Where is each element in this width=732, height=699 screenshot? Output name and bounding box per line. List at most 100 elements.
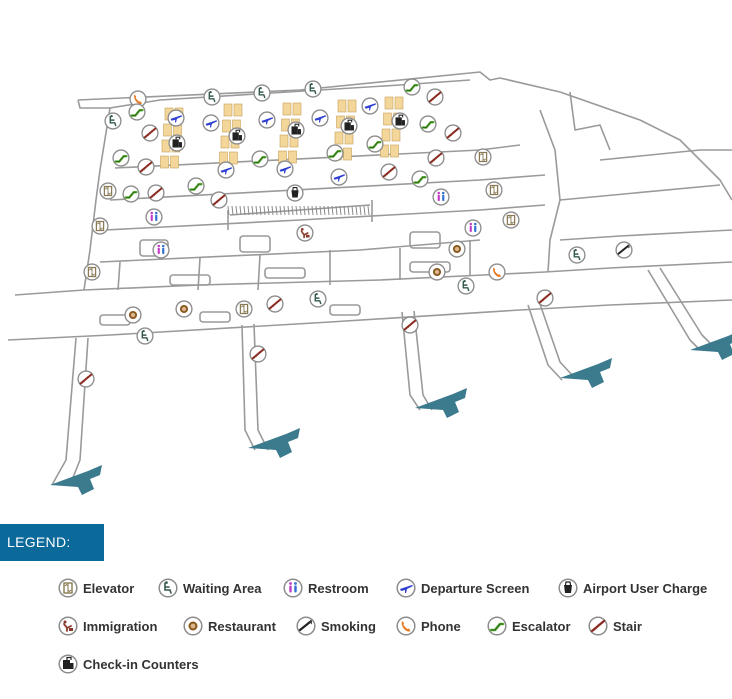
elevator-icon[interactable]: [474, 148, 492, 166]
checkin-icon[interactable]: [228, 127, 246, 145]
immigration-icon[interactable]: [296, 224, 314, 242]
restaurant-icon[interactable]: [428, 263, 446, 281]
smoking-icon: [296, 616, 316, 636]
legend-item-restaurant: Restaurant: [183, 616, 276, 636]
stair-icon[interactable]: [266, 295, 284, 313]
stair-icon[interactable]: [77, 370, 95, 388]
waiting-icon[interactable]: [203, 88, 221, 106]
escalator-icon[interactable]: [326, 144, 344, 162]
smoking-icon[interactable]: [615, 241, 633, 259]
facility-markers: [77, 78, 633, 388]
stair-icon[interactable]: [426, 88, 444, 106]
waiting-area-icon: [158, 578, 178, 598]
jet-bridges: [50, 334, 732, 495]
restroom-icon: [283, 578, 303, 598]
stair-icon: [588, 616, 608, 636]
departure-icon[interactable]: [311, 109, 329, 127]
legend-item-elevator: Elevator: [58, 578, 134, 598]
phone-icon: [396, 616, 416, 636]
legend-item-check-in-counters: Check-in Counters: [58, 654, 199, 674]
stair-icon[interactable]: [401, 316, 419, 334]
restroom-icon[interactable]: [464, 219, 482, 237]
waiting-icon[interactable]: [309, 290, 327, 308]
restroom-icon[interactable]: [152, 241, 170, 259]
departure-icon[interactable]: [167, 109, 185, 127]
terminal-floor-map: [7, 71, 732, 495]
legend-label-stair: Stair: [613, 618, 642, 634]
departure-icon[interactable]: [258, 111, 276, 129]
legend-title: LEGEND:: [0, 524, 104, 561]
stair-icon[interactable]: [249, 345, 267, 363]
elevator-icon[interactable]: [91, 217, 109, 235]
jet-bridge: [415, 388, 467, 418]
escalator-icon[interactable]: [128, 103, 146, 121]
waiting-icon[interactable]: [304, 80, 322, 98]
checkin-icon[interactable]: [168, 134, 186, 152]
stair-icon[interactable]: [536, 289, 554, 307]
elevator-icon: [58, 578, 78, 598]
stair-icon[interactable]: [427, 149, 445, 167]
stair-icon[interactable]: [210, 191, 228, 209]
legend-label-restaurant: Restaurant: [208, 618, 276, 634]
escalator-icon[interactable]: [112, 149, 130, 167]
stair-icon[interactable]: [380, 163, 398, 181]
escalator-icon[interactable]: [366, 135, 384, 153]
elevator-icon[interactable]: [235, 300, 253, 318]
elevator-icon[interactable]: [502, 211, 520, 229]
jet-bridge: [690, 334, 732, 360]
departure-icon[interactable]: [330, 168, 348, 186]
departure-icon[interactable]: [217, 161, 235, 179]
legend-label-restroom: Restroom: [308, 580, 369, 596]
escalator-icon[interactable]: [251, 150, 269, 168]
legend-item-airport-user-charge: Airport User Charge: [558, 578, 707, 598]
stair-icon[interactable]: [147, 184, 165, 202]
checkin-icon[interactable]: [391, 112, 409, 130]
restaurant-icon[interactable]: [175, 300, 193, 318]
elevator-icon[interactable]: [83, 263, 101, 281]
legend-label-departure-screen: Departure Screen: [421, 580, 530, 596]
escalator-icon[interactable]: [122, 185, 140, 203]
checkin-icon[interactable]: [340, 117, 358, 135]
legend-item-smoking: Smoking: [296, 616, 376, 636]
waiting-icon[interactable]: [136, 327, 154, 345]
departure-icon[interactable]: [361, 97, 379, 115]
stair-icon[interactable]: [444, 124, 462, 142]
escalator-icon[interactable]: [411, 170, 429, 188]
phone-icon[interactable]: [488, 263, 506, 281]
waiting-icon[interactable]: [457, 277, 475, 295]
legend-item-departure-screen: Departure Screen: [396, 578, 529, 598]
checkin-icon[interactable]: [287, 121, 305, 139]
legend-item-phone: Phone: [396, 616, 461, 636]
legend-item-stair: Stair: [588, 616, 642, 636]
restaurant-icon[interactable]: [448, 240, 466, 258]
stair-icon[interactable]: [137, 158, 155, 176]
legend-item-restroom: Restroom: [283, 578, 369, 598]
elevator-icon[interactable]: [485, 181, 503, 199]
jet-bridge: [248, 428, 300, 458]
jet-bridge: [50, 465, 102, 495]
waiting-icon[interactable]: [568, 246, 586, 264]
stair-icon[interactable]: [141, 124, 159, 142]
legend-label-waiting-area: Waiting Area: [183, 580, 262, 596]
restroom-icon[interactable]: [145, 208, 163, 226]
restroom-icon[interactable]: [432, 188, 450, 206]
legend-label-smoking: Smoking: [321, 618, 376, 634]
legend-label-immigration: Immigration: [83, 618, 158, 634]
departure-icon[interactable]: [276, 160, 294, 178]
legend-label-airport-user-charge: Airport User Charge: [583, 580, 708, 596]
charge-icon[interactable]: [286, 184, 304, 202]
legend-item-waiting-area: Waiting Area: [158, 578, 262, 598]
escalator-icon[interactable]: [403, 78, 421, 96]
legend-label-escalator: Escalator: [512, 618, 571, 634]
escalator-icon[interactable]: [419, 115, 437, 133]
waiting-icon[interactable]: [253, 84, 271, 102]
escalator-icon[interactable]: [187, 177, 205, 195]
escalator-icon: [487, 616, 507, 636]
waiting-icon[interactable]: [104, 112, 122, 130]
departure-icon[interactable]: [202, 114, 220, 132]
immigration-icon: [58, 616, 78, 636]
departure-screen-icon: [396, 578, 416, 598]
jet-bridge: [560, 358, 612, 388]
elevator-icon[interactable]: [99, 182, 117, 200]
restaurant-icon[interactable]: [124, 306, 142, 324]
